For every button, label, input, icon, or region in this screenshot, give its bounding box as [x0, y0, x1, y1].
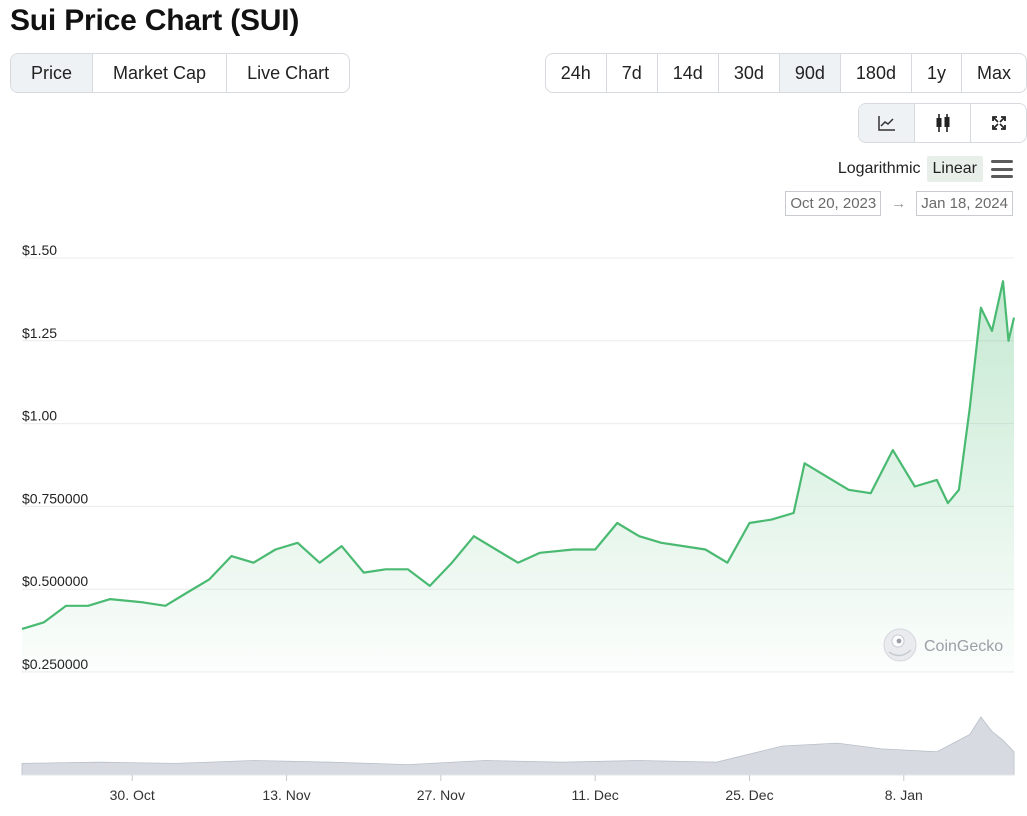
fullscreen-button[interactable] — [971, 104, 1026, 142]
x-tick-label: 8. Jan — [885, 787, 923, 803]
range-30d[interactable]: 30d — [719, 54, 780, 92]
time-range-selector: 24h 7d 14d 30d 90d 180d 1y Max — [544, 53, 1027, 93]
y-tick-label: $0.500000 — [22, 573, 88, 589]
logarithmic-option[interactable]: Logarithmic — [837, 160, 921, 177]
range-max[interactable]: Max — [976, 63, 1011, 83]
watermark-text: CoinGecko — [924, 638, 1003, 655]
page-title: Sui Price Chart (SUI) — [10, 4, 300, 37]
chart-tabs: Price Market Cap Live Chart — [10, 53, 351, 93]
date-to-input[interactable]: Jan 18, 2024 — [916, 191, 1013, 216]
x-tick-label: 25. Dec — [725, 787, 773, 803]
x-tick-label: 13. Nov — [262, 787, 310, 803]
tab-market-cap[interactable]: Market Cap — [93, 54, 228, 92]
line-chart-icon — [877, 116, 895, 131]
range-90d[interactable]: 90d — [779, 54, 841, 92]
x-tick-label: 11. Dec — [572, 787, 619, 803]
x-tick-label: 30. Oct — [110, 787, 155, 803]
expand-icon — [991, 116, 1006, 130]
range-7d[interactable]: 7d — [607, 54, 658, 92]
price-line — [21, 280, 1016, 630]
y-tick-label: $1.25 — [22, 325, 57, 341]
candlestick-icon — [936, 114, 949, 132]
tab-live-chart[interactable]: Live Chart — [247, 63, 330, 83]
y-tick-label: $1.50 — [22, 242, 57, 258]
date-range-picker: Oct 20, 2023 → Jan 18, 2024 — [785, 191, 1013, 216]
range-180d[interactable]: 180d — [841, 54, 912, 92]
price-area-fill — [22, 281, 1014, 672]
date-from-input[interactable]: Oct 20, 2023 — [785, 191, 882, 216]
volume-area — [21, 716, 1015, 776]
scale-toggle: Logarithmic Linear — [832, 156, 1013, 182]
arrow-right-icon: → — [891, 195, 907, 212]
candlestick-chart-button[interactable] — [915, 104, 971, 142]
coingecko-logo-icon — [883, 628, 917, 662]
line-chart-button[interactable] — [859, 104, 915, 142]
x-tick-label: 27. Nov — [417, 787, 465, 803]
range-24h[interactable]: 24h — [546, 54, 607, 92]
y-tick-label: $0.750000 — [22, 490, 88, 506]
range-1y[interactable]: 1y — [912, 54, 962, 92]
menu-icon[interactable] — [991, 160, 1013, 178]
linear-option[interactable]: Linear — [926, 156, 983, 182]
coingecko-watermark: CoinGecko — [883, 628, 1003, 662]
chart-type-selector — [858, 103, 1027, 143]
range-14d[interactable]: 14d — [658, 54, 719, 92]
tab-price[interactable]: Price — [11, 54, 94, 92]
y-tick-label: $1.00 — [22, 408, 57, 424]
